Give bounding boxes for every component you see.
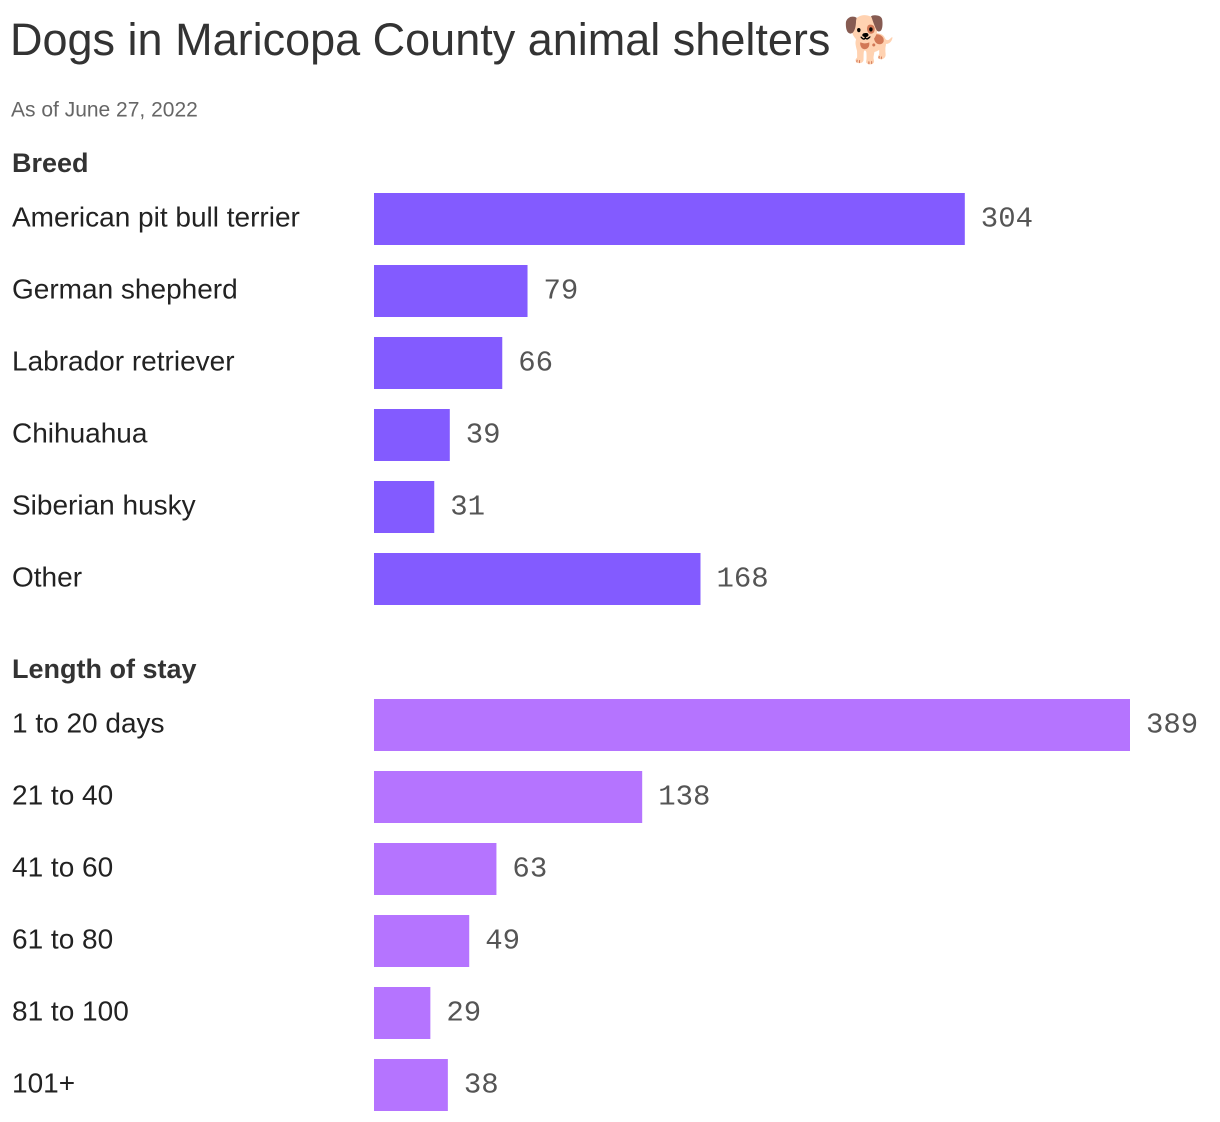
bar [374,193,965,245]
category-label: Chihuahua [12,417,148,448]
value-label: 79 [544,275,579,308]
category-label: 1 to 20 days [12,707,165,738]
value-label: 49 [485,925,520,958]
bar [374,843,497,895]
category-label: 41 to 60 [12,851,113,882]
value-label: 31 [450,491,485,524]
section-title: Length of stay [12,654,197,684]
bar [374,409,450,461]
value-label: 389 [1146,709,1198,742]
value-label: 138 [658,781,710,814]
bar [374,337,503,389]
value-label: 63 [512,853,547,886]
category-label: Other [12,561,82,592]
section-title: Breed [12,148,89,178]
category-label: Siberian husky [12,489,196,520]
value-label: 29 [446,997,481,1030]
category-label: American pit bull terrier [12,201,300,232]
chart-subtitle: As of June 27, 2022 [11,99,198,122]
value-label: 66 [518,347,553,380]
bar [374,915,470,967]
category-label: Labrador retriever [12,345,235,376]
chart-title: Dogs in Maricopa County animal shelters … [10,14,899,65]
value-label: 168 [716,563,768,596]
value-label: 39 [466,419,501,452]
value-label: 304 [981,203,1033,236]
category-label: 101+ [12,1067,75,1098]
bar [374,699,1130,751]
bar [374,481,435,533]
value-label: 38 [464,1069,499,1102]
bar [374,987,431,1039]
bar [374,265,528,317]
bar [374,771,643,823]
category-label: 61 to 80 [12,923,113,954]
bar [374,1059,448,1111]
category-label: 21 to 40 [12,779,113,810]
category-label: 81 to 100 [12,995,129,1026]
category-label: German shepherd [12,273,238,304]
bar [374,553,701,605]
